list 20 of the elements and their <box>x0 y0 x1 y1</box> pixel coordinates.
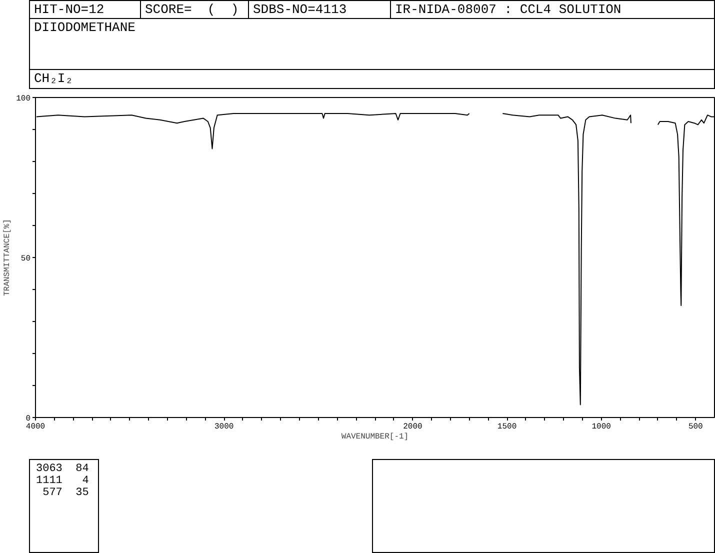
x-tick-label: 2000 <box>403 422 423 432</box>
y-tick-label: 0 <box>26 414 31 424</box>
chart-subtitle: CH₂I₂ <box>34 71 74 87</box>
text: 577 35 <box>42 487 90 499</box>
y-tick-label: 100 <box>16 94 31 104</box>
y-tick-label: 50 <box>20 254 31 264</box>
text: SDBS-NO=4113 <box>253 2 347 18</box>
x-tick-label: 1500 <box>497 422 517 432</box>
text: SCORE= ( ) <box>145 2 239 18</box>
x-tick-label: 3000 <box>214 422 234 432</box>
text: IR-NIDA-08007 : CCL4 SOLUTION <box>395 2 622 18</box>
chart-title: DIIODOMETHANE <box>34 20 136 36</box>
text: 3063 84 <box>36 463 90 475</box>
x-tick-label: 1000 <box>592 422 612 432</box>
x-tick-label: 500 <box>688 422 704 432</box>
x-tick-label: 4000 <box>26 422 46 432</box>
x-axis-title: WAVENUMBER[-1] <box>341 432 409 442</box>
text: HIT-NO=12 <box>34 2 104 18</box>
y-axis-title: TRANSMITTANCE[%] <box>3 219 12 296</box>
text: 1111 4 <box>36 475 90 487</box>
